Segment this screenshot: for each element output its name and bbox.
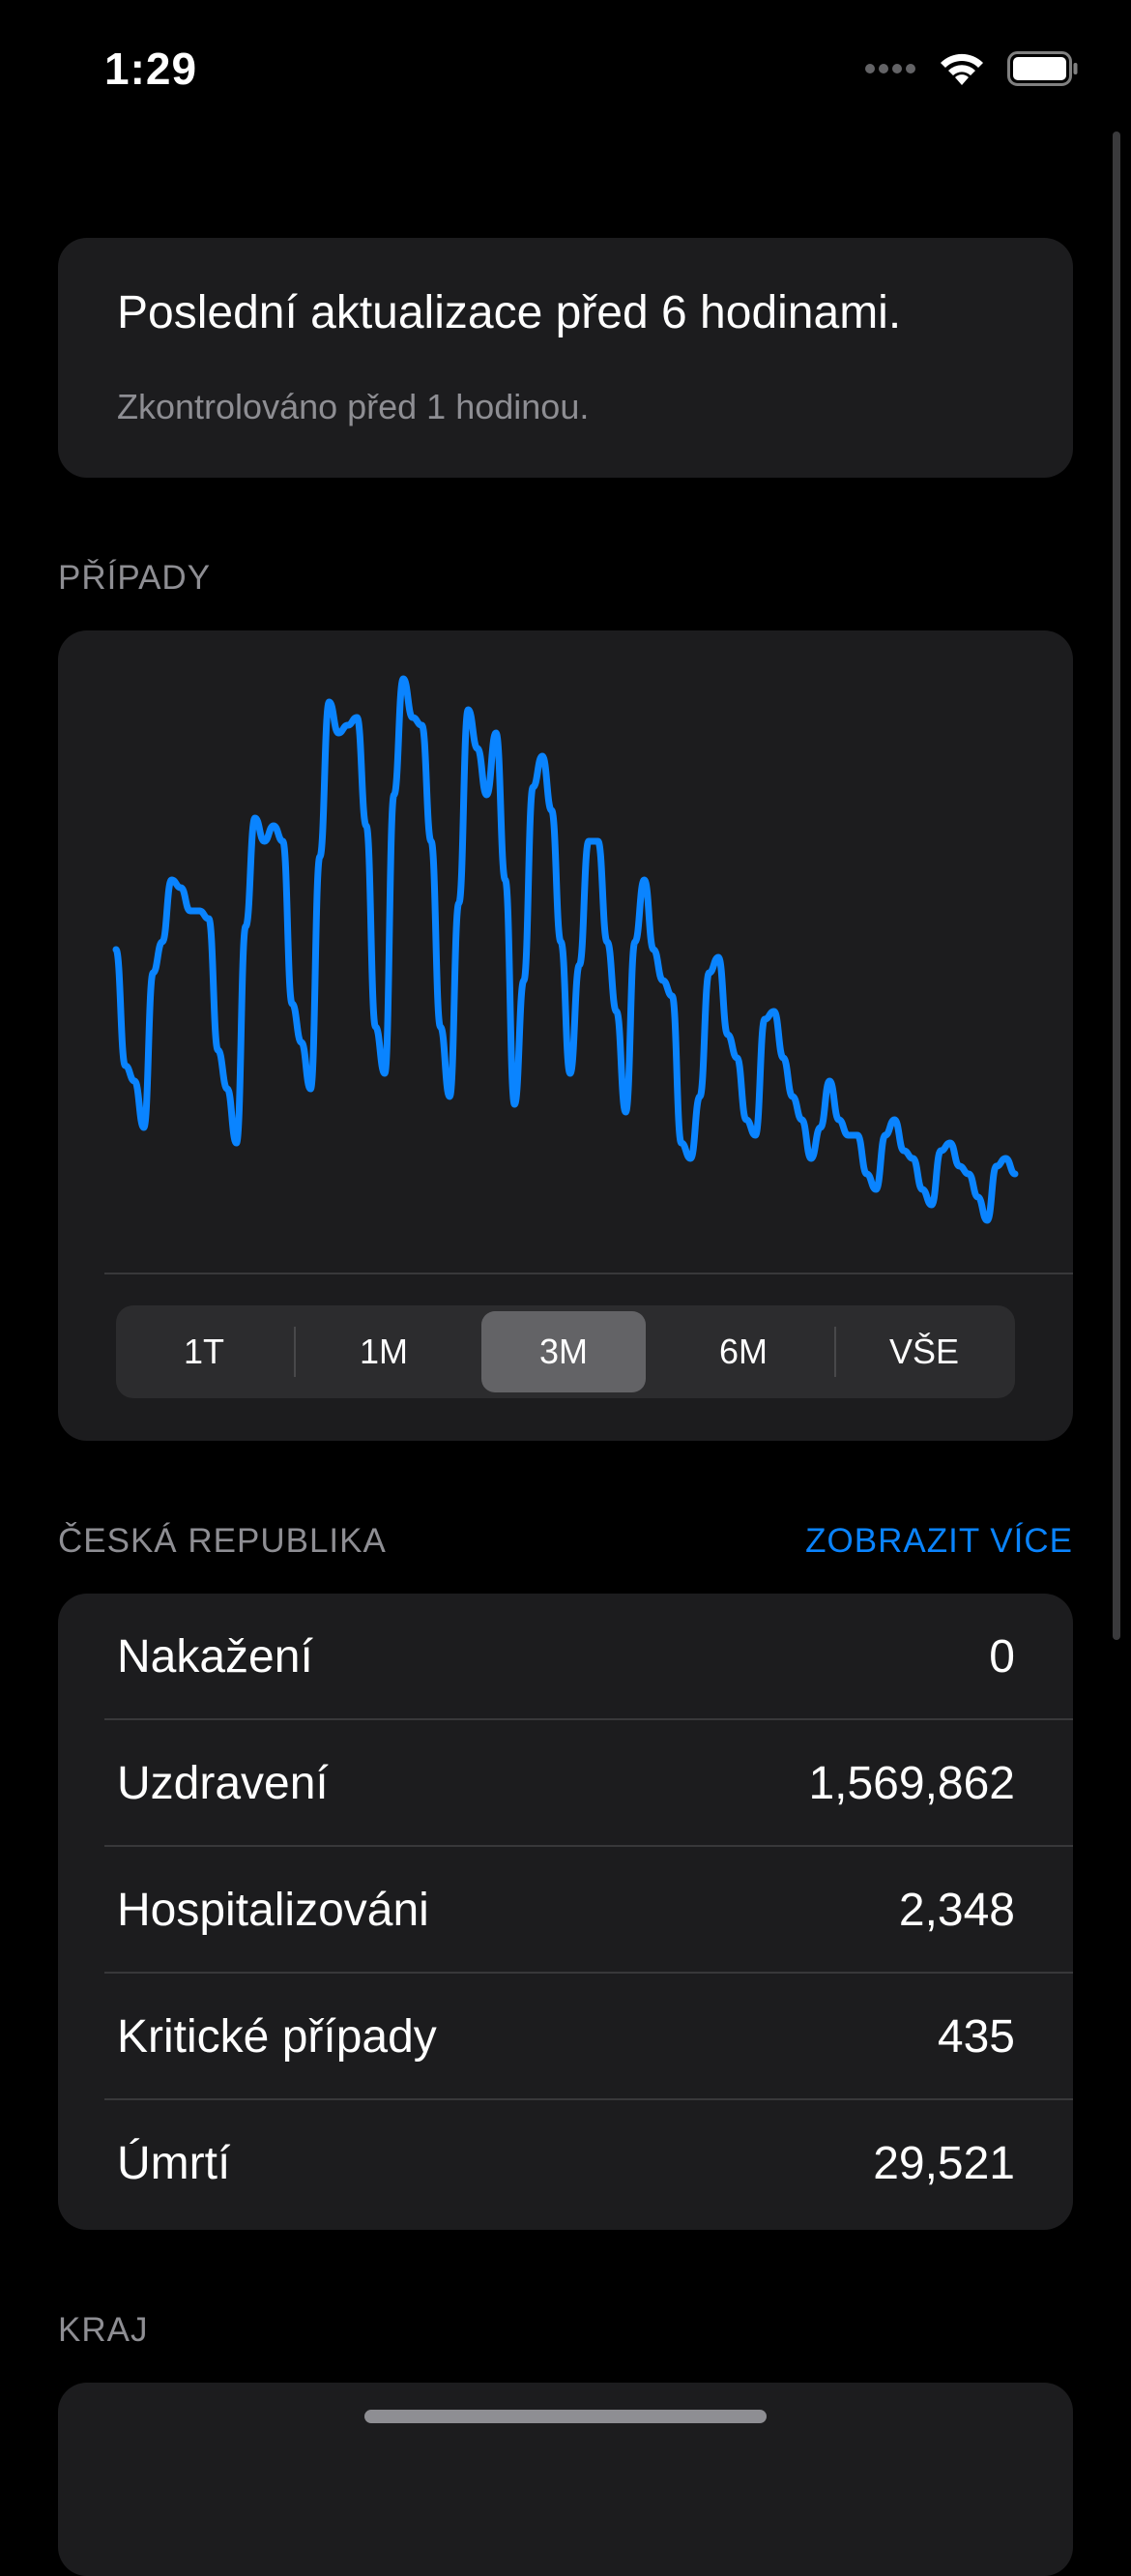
last-update-text: Poslední aktualizace před 6 hodinami. [117, 287, 902, 338]
stat-value: 435 [937, 2011, 1015, 2063]
stat-label: Kritické případy [117, 2011, 437, 2063]
chart-divider [104, 1273, 1073, 1274]
stat-value: 1,569,862 [808, 1758, 1015, 1809]
update-card: Poslední aktualizace před 6 hodinami. Zk… [58, 238, 1073, 478]
segment-all[interactable]: VŠE [888, 1332, 960, 1371]
country-stats-card: Nakažení 0 Uzdravení 1,569,862 Hospitali… [58, 1594, 1073, 2230]
cases-chart [112, 675, 1019, 1224]
stat-value: 2,348 [898, 1885, 1015, 1936]
country-section-header: ČESKÁ REPUBLIKA [58, 1522, 387, 1560]
segment-separator [294, 1327, 296, 1377]
home-indicator[interactable] [364, 2410, 767, 2423]
stat-label: Nakažení [117, 1631, 313, 1683]
stat-value: 0 [989, 1631, 1015, 1683]
stat-value: 29,521 [873, 2138, 1015, 2189]
row-separator [104, 1845, 1073, 1847]
wifi-icon [941, 53, 983, 85]
segment-1t[interactable]: 1T [183, 1332, 224, 1371]
battery-icon [1007, 51, 1078, 86]
cases-chart-card: 1T 1M 3M 6M VŠE [58, 630, 1073, 1441]
row-separator [104, 2098, 1073, 2100]
stat-row-critical[interactable]: Kritické případy 435 [58, 1974, 1073, 2100]
row-separator [104, 1718, 1073, 1720]
cases-series-line [112, 675, 1019, 1224]
segment-1m[interactable]: 1M [359, 1332, 408, 1371]
checked-text: Zkontrolováno před 1 hodinou. [117, 387, 590, 426]
stat-row-infected[interactable]: Nakažení 0 [58, 1594, 1073, 1720]
status-time: 1:29 [104, 44, 198, 94]
status-bar: 1:29 [0, 0, 1131, 135]
show-more-link[interactable]: ZOBRAZIT VÍCE [805, 1522, 1073, 1560]
stat-row-deaths[interactable]: Úmrtí 29,521 [58, 2100, 1073, 2227]
stat-label: Úmrtí [117, 2138, 231, 2189]
signal-dots-icon [865, 64, 915, 73]
row-separator [104, 1972, 1073, 1974]
segment-3m[interactable]: 3M [481, 1311, 646, 1392]
scroll-indicator[interactable] [1113, 132, 1120, 1640]
time-range-segmented-control: 1T 1M 3M 6M VŠE [116, 1305, 1015, 1398]
cases-section-header: PŘÍPADY [58, 559, 212, 597]
stat-label: Uzdravení [117, 1758, 329, 1809]
status-icons [864, 50, 1079, 87]
segment-separator [834, 1327, 836, 1377]
stat-row-recovered[interactable]: Uzdravení 1,569,862 [58, 1720, 1073, 1847]
stat-label: Hospitalizováni [117, 1885, 429, 1936]
stat-row-hospitalized[interactable]: Hospitalizováni 2,348 [58, 1847, 1073, 1974]
segment-6m[interactable]: 6M [718, 1332, 768, 1371]
region-section-header: KRAJ [58, 2311, 149, 2349]
